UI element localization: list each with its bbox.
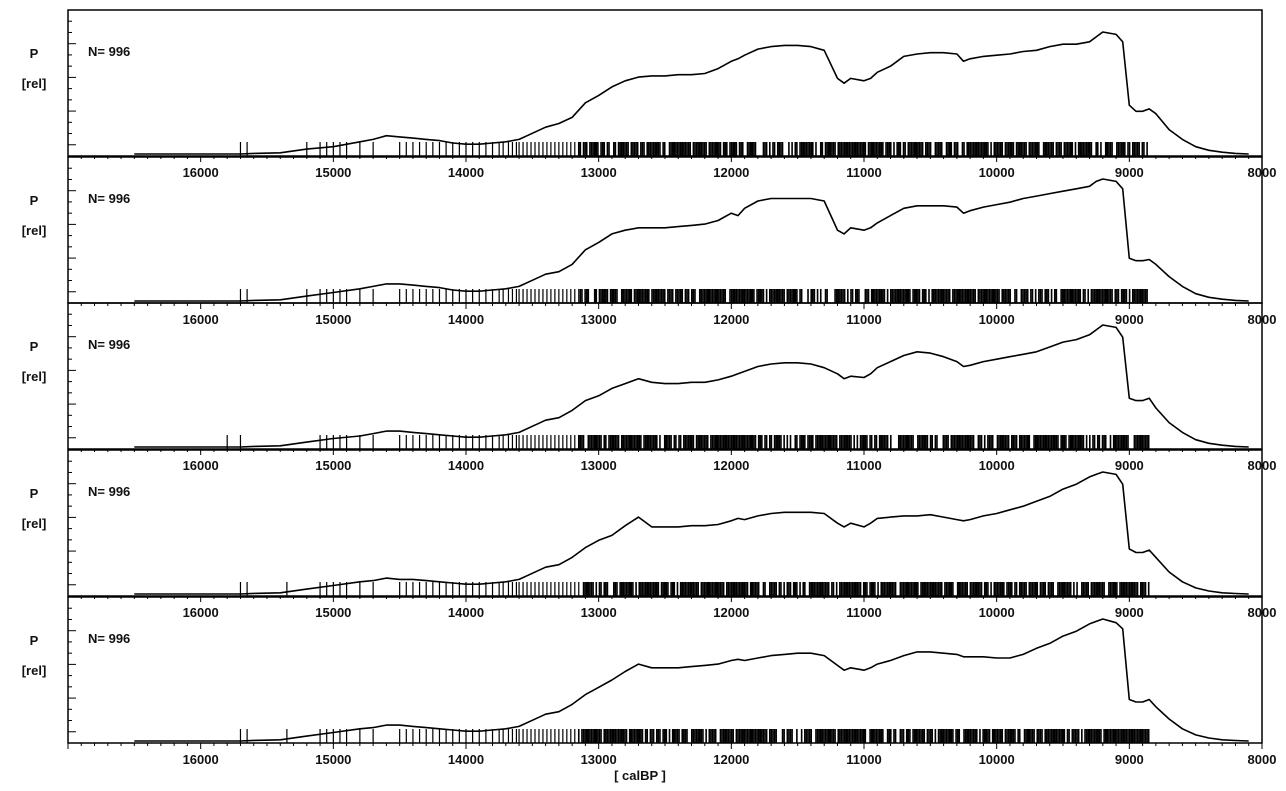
x-tick-label: 9000 — [1115, 165, 1144, 180]
y-axis-label-p: P — [30, 486, 39, 501]
x-tick-label: 9000 — [1115, 312, 1144, 327]
x-tick-label: 16000 — [183, 312, 219, 327]
x-tick-label: 10000 — [979, 312, 1015, 327]
x-tick-label: 14000 — [448, 165, 484, 180]
y-axis-label-p: P — [30, 193, 39, 208]
x-tick-label: 14000 — [448, 605, 484, 620]
probability-curve — [134, 31, 1249, 155]
probability-curve — [134, 324, 1249, 448]
panel-4: 16000 15000 14000 13000 12000 11000 10000 9000 8… — [22, 449, 1276, 620]
panel-frame — [67, 302, 1263, 450]
x-tick-label: 12000 — [713, 165, 749, 180]
sample-count-label: N= 996 — [88, 484, 130, 499]
x-tick-label: 9000 — [1115, 752, 1144, 767]
rug-dense-band — [577, 435, 1150, 449]
sample-count-label: N= 996 — [88, 191, 130, 206]
rug-dense-band — [577, 729, 1150, 743]
x-tick-label: 16000 — [183, 605, 219, 620]
x-tick-label: 10000 — [979, 165, 1015, 180]
panel-frame — [67, 596, 1263, 744]
rug-dense-band — [579, 289, 1148, 303]
x-tick-label: 15000 — [315, 165, 351, 180]
x-tick-label: 8000 — [1248, 752, 1277, 767]
x-tick-label: 11000 — [846, 752, 881, 767]
y-axis-label-rel: [rel] — [22, 223, 47, 238]
panel-frame — [67, 449, 1263, 597]
x-tick-label: 14000 — [448, 458, 484, 473]
y-axis-label-rel: [rel] — [22, 76, 47, 91]
x-tick-label: 16000 — [183, 752, 219, 767]
panel-frame — [67, 9, 1263, 157]
x-tick-label: 16000 — [183, 458, 219, 473]
rug-dense-band — [582, 582, 1150, 596]
x-tick-label: 13000 — [581, 165, 617, 180]
y-axis-label-p: P — [30, 633, 39, 648]
x-tick-label: 15000 — [315, 752, 351, 767]
y-axis-label-rel: [rel] — [22, 663, 47, 678]
sample-count-label: N= 996 — [88, 337, 130, 352]
x-tick-label: 9000 — [1115, 605, 1144, 620]
x-tick-label: 10000 — [979, 605, 1015, 620]
y-axis-label-rel: [rel] — [22, 369, 47, 384]
x-tick-label: 11000 — [846, 165, 881, 180]
panel-frame — [67, 156, 1263, 304]
x-tick-label: 9000 — [1115, 458, 1144, 473]
x-axis-label: [ calBP ] — [614, 768, 666, 783]
x-tick-label: 13000 — [581, 458, 617, 473]
x-tick-label: 15000 — [315, 458, 351, 473]
x-tick-label: 13000 — [581, 752, 617, 767]
x-tick-label: 12000 — [713, 605, 749, 620]
y-axis-label-p: P — [30, 46, 39, 61]
x-tick-label: 10000 — [979, 458, 1015, 473]
probability-curve — [134, 618, 1249, 742]
probability-curve — [134, 178, 1249, 302]
sample-count-label: N= 996 — [88, 631, 130, 646]
panel-2: 16000 15000 14000 13000 12000 11000 10000 9000 8… — [22, 156, 1276, 327]
x-tick-label: 15000 — [315, 312, 351, 327]
x-tick-label: 13000 — [581, 605, 617, 620]
panel-3: 16000 15000 14000 13000 12000 11000 10000 9000 8… — [22, 302, 1276, 473]
panel-1: 16000 15000 14000 13000 12000 11000 10000 9000 8… — [22, 9, 1276, 180]
y-axis-label-p: P — [30, 339, 39, 354]
probability-curve — [134, 471, 1249, 595]
x-tick-label: 14000 — [448, 752, 484, 767]
x-tick-label: 11000 — [846, 605, 881, 620]
x-tick-label: 11000 — [846, 458, 881, 473]
x-tick-label: 12000 — [713, 752, 749, 767]
x-tick-label: 12000 — [713, 458, 749, 473]
x-tick-label: 10000 — [979, 752, 1015, 767]
x-tick-label: 14000 — [448, 312, 484, 327]
panel-5: 16000 15000 14000 13000 12000 11000 10000 9000 8… — [22, 596, 1277, 767]
x-tick-label: 12000 — [713, 312, 749, 327]
rug-dense-band — [577, 142, 1148, 156]
sample-count-label: N= 996 — [88, 44, 130, 59]
x-tick-label: 15000 — [315, 605, 351, 620]
x-tick-label: 13000 — [581, 312, 617, 327]
x-tick-label: 16000 — [183, 165, 219, 180]
y-axis-label-rel: [rel] — [22, 516, 47, 531]
x-tick-label: 11000 — [846, 312, 881, 327]
